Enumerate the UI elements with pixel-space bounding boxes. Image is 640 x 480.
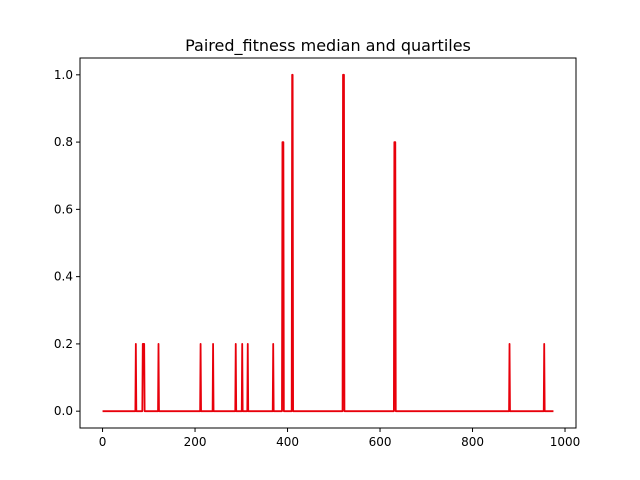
y-axis: 0.0 0.2 0.4 0.6 0.8 1.0 bbox=[54, 68, 80, 418]
x-tick-label: 0 bbox=[99, 435, 107, 449]
y-tick-label: 0.8 bbox=[54, 135, 73, 149]
axes-frame bbox=[79, 57, 577, 429]
y-tick-label: 0.2 bbox=[54, 337, 73, 351]
y-tick-label: 0.6 bbox=[54, 202, 73, 216]
x-axis: 0 200 400 600 800 1000 bbox=[99, 428, 581, 449]
x-tick-label: 800 bbox=[461, 435, 484, 449]
y-tick-label: 1.0 bbox=[54, 68, 73, 82]
x-tick-label: 600 bbox=[369, 435, 392, 449]
series-line-0 bbox=[102, 73, 554, 413]
x-tick-label: 1000 bbox=[550, 435, 581, 449]
plot-area bbox=[102, 73, 554, 413]
x-tick-label: 200 bbox=[184, 435, 207, 449]
y-tick-label: 0.0 bbox=[54, 404, 73, 418]
chart-title: Paired_fitness median and quartiles bbox=[185, 36, 471, 56]
y-tick-label: 0.4 bbox=[54, 270, 73, 284]
x-tick-label: 400 bbox=[276, 435, 299, 449]
